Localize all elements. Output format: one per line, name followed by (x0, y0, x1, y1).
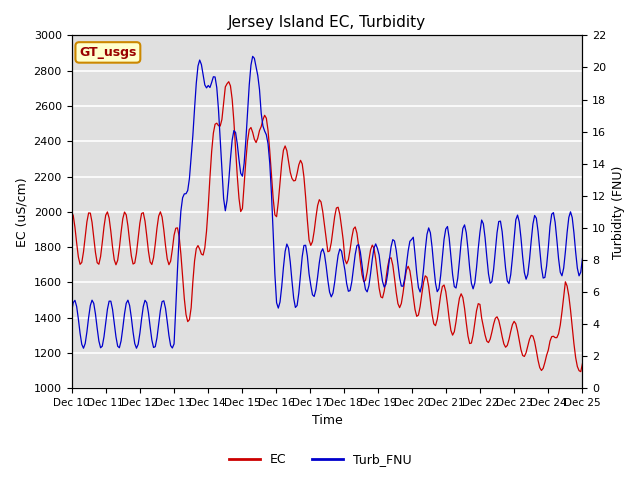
EC (532, 348, 540, 354)
Turb_FNU (502, 265, 509, 271)
Y-axis label: EC (uS/cm): EC (uS/cm) (15, 177, 28, 247)
Turb_FNU (534, 228, 542, 234)
Turb_FNU (132, 345, 140, 351)
EC (225, 79, 232, 84)
Title: Jersey Island EC, Turbidity: Jersey Island EC, Turbidity (228, 15, 426, 30)
Turb_FNU (374, 245, 381, 251)
EC (382, 276, 390, 282)
Line: Turb_FNU: Turb_FNU (72, 56, 582, 348)
Turb_FNU (579, 255, 586, 261)
EC (500, 341, 508, 347)
Text: GT_usgs: GT_usgs (79, 46, 136, 59)
X-axis label: Time: Time (312, 414, 342, 427)
EC (69, 213, 77, 218)
Y-axis label: Turbidity (FNU): Turbidity (FNU) (612, 165, 625, 259)
EC (372, 256, 380, 262)
Turb_FNU (69, 300, 77, 305)
Turb_FNU (249, 53, 257, 59)
Turb_FNU (384, 271, 392, 276)
EC (577, 369, 584, 374)
Turb_FNU (375, 252, 383, 258)
EC (374, 271, 381, 277)
Line: EC: EC (72, 82, 582, 372)
Legend: EC, Turb_FNU: EC, Turb_FNU (223, 448, 417, 471)
Turb_FNU (68, 310, 76, 315)
EC (68, 209, 76, 215)
EC (579, 360, 586, 366)
